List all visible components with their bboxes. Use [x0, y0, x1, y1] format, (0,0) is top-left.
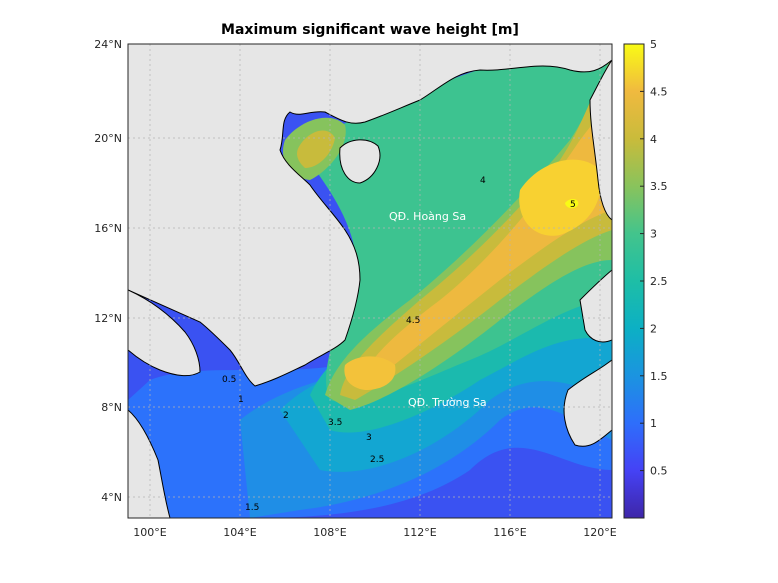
contour-label-0-5: 0.5 — [222, 375, 236, 385]
colorbar-tick-label: 4 — [650, 133, 657, 146]
x-tick-label: 116°E — [493, 526, 526, 539]
x-tick-label: 104°E — [223, 526, 256, 539]
colorbar-tick-label: 2 — [650, 322, 657, 335]
y-tick-label: 20°N — [94, 132, 122, 145]
contour-label-1-5: 1.5 — [245, 503, 259, 513]
contour-label-4: 4 — [480, 176, 486, 186]
colorbar-tick-label: 0.5 — [650, 465, 668, 478]
y-tick-label: 12°N — [94, 312, 122, 325]
colorbar-tick-label: 1.5 — [650, 370, 668, 383]
place-labels: QĐ. Hoàng Sa QĐ. Trường Sa — [389, 210, 487, 409]
contour-labels: 0.5 1 1.5 2 2.5 3 3.5 4 4.5 5 — [222, 176, 576, 513]
x-axis: 100°E 104°E 108°E 112°E 116°E 120°E — [133, 526, 616, 539]
colorbar: 0.5 1 1.5 2 2.5 3 3.5 4 4.5 5 — [623, 38, 668, 519]
y-tick-label: 8°N — [101, 401, 122, 414]
x-tick-label: 112°E — [403, 526, 436, 539]
contour-label-3: 3 — [366, 433, 372, 443]
colorbar-tick-label: 2.5 — [650, 275, 668, 288]
contour-label-4-5: 4.5 — [406, 316, 420, 326]
graticule — [128, 44, 612, 518]
map-frame — [127, 43, 613, 519]
wave-height-fill — [128, 44, 612, 518]
colorbar-tick-label: 5 — [650, 38, 657, 51]
contour-label-3-5: 3.5 — [328, 418, 342, 428]
x-tick-label: 120°E — [583, 526, 616, 539]
colorbar-tick-label: 4.5 — [650, 85, 668, 98]
y-tick-label: 24°N — [94, 38, 122, 51]
place-label-truong-sa: QĐ. Trường Sa — [408, 396, 487, 409]
colorbar-tick-label: 1 — [650, 417, 657, 430]
map-title: Maximum significant wave height [m] — [221, 22, 519, 38]
colorbar-tick-label: 3.5 — [650, 180, 668, 193]
place-label-hoang-sa: QĐ. Hoàng Sa — [389, 210, 466, 223]
land-masses — [128, 44, 612, 518]
x-tick-label: 100°E — [133, 526, 166, 539]
contour-label-1: 1 — [238, 395, 244, 405]
x-tick-label: 108°E — [313, 526, 346, 539]
y-tick-label: 4°N — [101, 491, 122, 504]
contour-label-2-5: 2.5 — [370, 455, 384, 465]
contour-label-2: 2 — [283, 411, 289, 421]
y-axis: 4°N 8°N 12°N 16°N 20°N 24°N — [94, 38, 122, 504]
colorbar-tick-label: 3 — [650, 228, 657, 241]
y-tick-label: 16°N — [94, 222, 122, 235]
contour-label-5: 5 — [570, 200, 576, 210]
map-area: 0.5 1 1.5 2 2.5 3 3.5 4 4.5 5 QĐ. Hoàng … — [128, 44, 612, 518]
